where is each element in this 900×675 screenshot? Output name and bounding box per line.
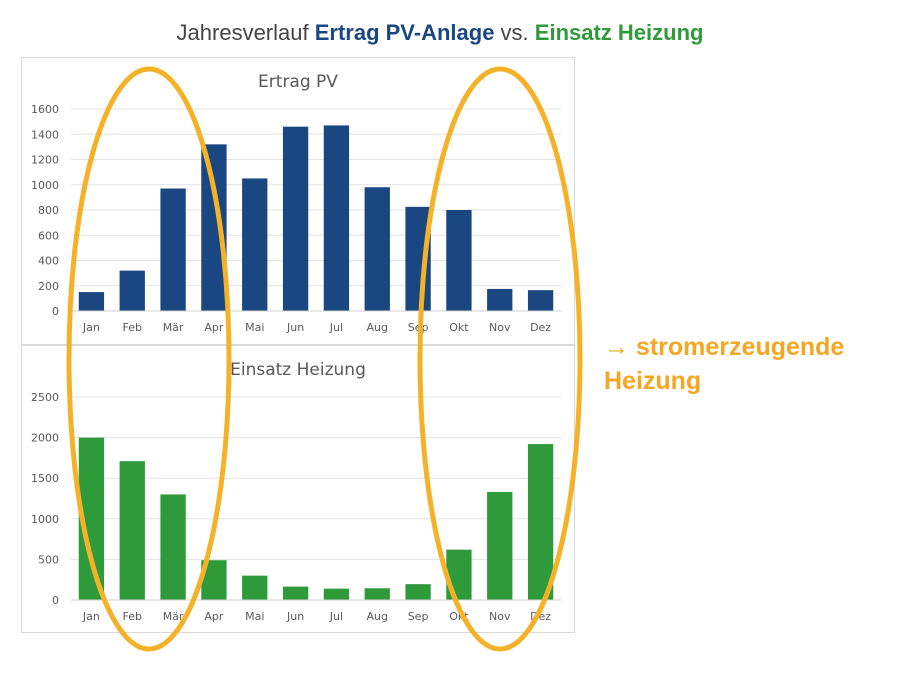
x-tick-label: Aug xyxy=(367,321,388,334)
x-tick-label: Jan xyxy=(82,321,100,334)
callout-line-1: → stromerzeugende xyxy=(604,333,845,361)
bar-feb xyxy=(119,270,145,311)
bar-mär xyxy=(160,188,186,311)
bar-mai xyxy=(242,178,268,311)
bar-dez xyxy=(527,444,554,600)
bar-aug xyxy=(364,588,390,600)
chart-title: Ertrag PV xyxy=(258,72,338,92)
bar-apr xyxy=(201,144,227,311)
y-tick-label: 0 xyxy=(52,305,59,318)
bar-aug xyxy=(364,187,390,311)
bar-feb xyxy=(119,461,145,600)
x-tick-label: Dez xyxy=(530,321,551,334)
title-middle: vs. xyxy=(494,20,535,45)
pv-chart: Ertrag PV 0 200 400 600 800 1000 1200 1400 1600 Ja… xyxy=(21,57,575,345)
x-tick-label: Mär xyxy=(163,610,184,623)
bar-nov xyxy=(487,288,513,311)
x-tick-label: Feb xyxy=(123,610,142,623)
y-tick-label: 0 xyxy=(52,594,59,607)
bar-sep xyxy=(405,206,431,311)
page-title: Jahresverlauf Ertrag PV-Anlage vs. Einsa… xyxy=(0,20,880,46)
chart-title: Einsatz Heizung xyxy=(230,360,366,380)
x-tick-label: Mär xyxy=(163,321,184,334)
y-tick-label: 200 xyxy=(38,280,59,293)
bar-mär xyxy=(160,494,186,600)
y-tick-label: 500 xyxy=(38,553,59,566)
x-tick-label: Sep xyxy=(408,321,429,334)
x-tick-label: Okt xyxy=(449,321,469,334)
bar-jan xyxy=(78,292,105,311)
y-tick-label: 1200 xyxy=(31,154,59,167)
y-tick-label: 2500 xyxy=(31,391,59,404)
y-tick-label: 400 xyxy=(38,255,59,268)
bar-jun xyxy=(282,126,309,311)
x-tick-label: Jan xyxy=(82,610,100,623)
x-tick-label: Mai xyxy=(245,610,264,623)
title-heat-part: Einsatz Heizung xyxy=(534,20,704,45)
y-tick-label: 1400 xyxy=(31,128,59,141)
x-tick-label: Nov xyxy=(489,321,511,334)
x-tick-label: Jul xyxy=(329,321,343,334)
y-tick-label: 2000 xyxy=(31,432,59,445)
y-tick-label: 800 xyxy=(38,204,59,217)
bar-nov xyxy=(487,492,513,600)
y-tick-label: 1500 xyxy=(31,472,59,485)
bar-apr xyxy=(201,560,227,600)
bar-jul xyxy=(323,588,350,600)
callout-text: → stromerzeugende Heizung xyxy=(604,330,844,398)
bar-okt xyxy=(446,210,472,311)
bar-mai xyxy=(242,575,268,600)
x-tick-label: Jun xyxy=(286,610,304,623)
x-tick-label: Jun xyxy=(286,321,304,334)
callout-line-2: Heizung xyxy=(604,367,702,395)
x-tick-label: Apr xyxy=(204,610,224,623)
x-tick-label: Mai xyxy=(245,321,264,334)
x-tick-label: Jul xyxy=(329,610,343,623)
y-tick-label: 1000 xyxy=(31,513,59,526)
y-tick-label: 1600 xyxy=(31,103,59,116)
bar-dez xyxy=(527,290,554,311)
x-tick-label: Apr xyxy=(204,321,224,334)
heating-chart: Einsatz Heizung 0 500 1000 1500 2000 2500 Jan Fe… xyxy=(21,345,575,633)
y-tick-label: 600 xyxy=(38,229,59,242)
title-prefix: Jahresverlauf xyxy=(176,20,315,45)
x-tick-label: Feb xyxy=(123,321,142,334)
y-tick-label: 1000 xyxy=(31,179,59,192)
bar-okt xyxy=(446,549,472,600)
bar-sep xyxy=(405,584,431,600)
bar-jan xyxy=(78,437,105,600)
x-tick-label: Dez xyxy=(530,610,551,623)
x-tick-label: Nov xyxy=(489,610,511,623)
x-tick-label: Sep xyxy=(408,610,429,623)
bar-jul xyxy=(323,125,350,311)
x-tick-label: Okt xyxy=(449,610,469,623)
title-pv-part: Ertrag PV-Anlage xyxy=(314,20,495,45)
bar-jun xyxy=(282,586,309,600)
x-tick-label: Aug xyxy=(367,610,388,623)
